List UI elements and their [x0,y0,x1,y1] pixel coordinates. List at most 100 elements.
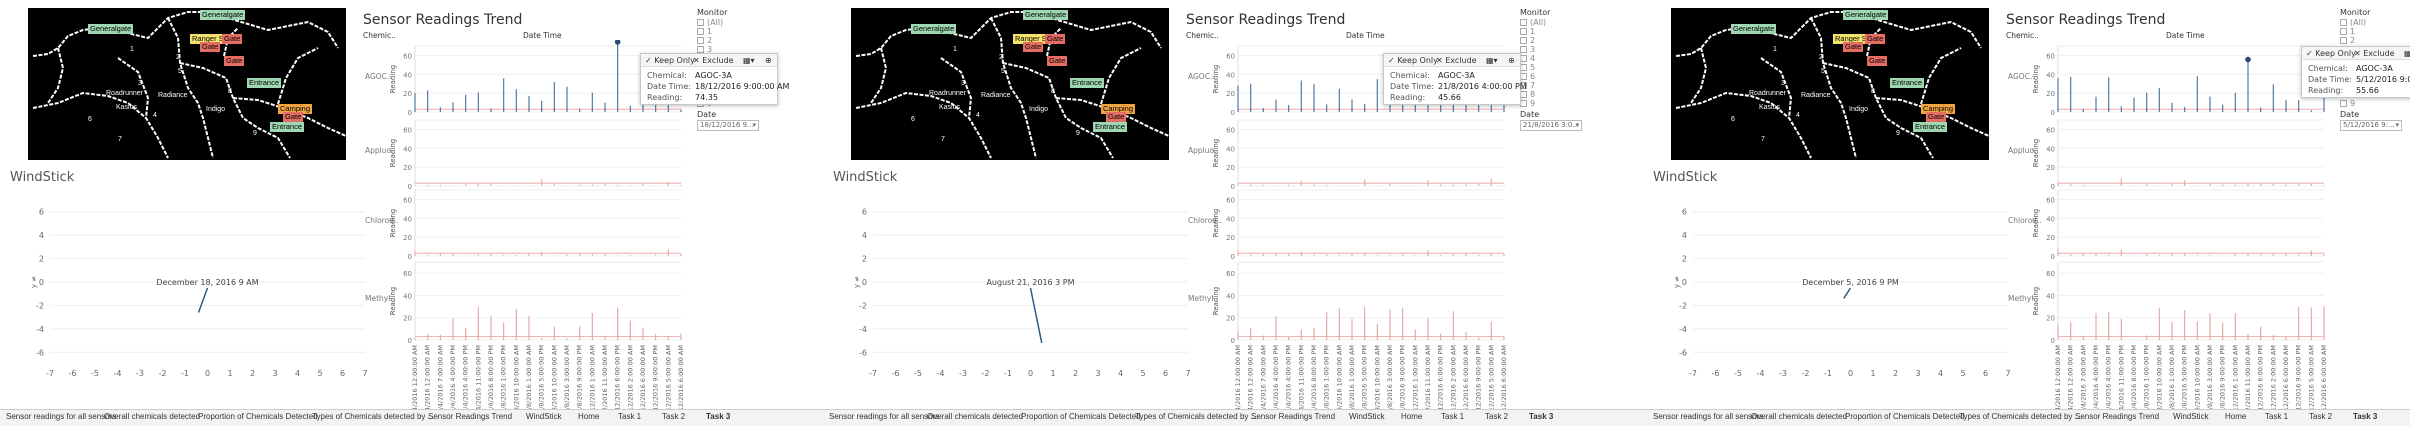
checkbox[interactable] [1520,55,1527,62]
map-sensor-marker[interactable]: 4 [976,112,980,119]
map-sensor-marker[interactable]: 8 [1051,88,1055,95]
sheet-tab[interactable]: Home [1401,412,1423,421]
exclude-button[interactable]: ✕ Exclude [1436,56,1477,65]
map-gate-label[interactable]: Entrance [1913,122,1948,132]
map-gate-label[interactable]: Gate [283,112,304,122]
monitor-filter-item[interactable]: (All) [1520,18,1546,27]
map-sensor-marker[interactable]: 5 [178,68,182,75]
sheet-tab[interactable]: Task 3 [2353,412,2378,421]
monitor-filter-item[interactable]: 1 [697,27,712,36]
checkbox[interactable] [697,28,704,35]
map-gate-label[interactable]: Generalgate [1023,10,1069,20]
sheet-tab[interactable]: Sensor Readings Trend [2075,412,2160,421]
monitor-filter-item[interactable]: 8 [1520,90,1535,99]
map-gate-label[interactable]: Camping [1101,104,1136,114]
map-sensor-marker[interactable]: 9 [1076,130,1080,137]
sheet-tab[interactable]: Task 2 [2309,412,2333,421]
map-gate-label[interactable]: Entrance [247,78,282,88]
sheet-tab[interactable]: WindStick [2173,412,2209,421]
map-gate-label[interactable]: Gate [1106,112,1127,122]
tooltip-more-icon[interactable]: ⊕ [765,56,772,65]
monitor-filter-item[interactable]: 9 [1520,99,1535,108]
map-gate-label[interactable]: Gate [1926,112,1947,122]
tooltip-grid-icon[interactable]: ▦▾ [1486,56,1498,65]
monitor-filter-item[interactable]: 6 [1520,72,1535,81]
map-gate-label[interactable]: Generalgate [911,24,957,34]
sheet-tab[interactable]: WindStick [526,412,562,421]
map-gate-label[interactable]: Ranger Stop [190,34,237,44]
map-gate-label[interactable]: Gate [1865,34,1886,44]
monitor-filter-item[interactable]: 2 [2340,36,2355,45]
keep-only-button[interactable]: ✓ Keep Only [645,56,695,65]
tooltip-grid-icon[interactable]: ▦▾ [2404,49,2410,58]
sheet-tab[interactable]: Proportion of Chemicals Detected [198,412,318,421]
checkbox[interactable] [2340,100,2347,107]
wind-stick[interactable] [197,287,209,313]
map-gate-label[interactable]: Gate [1045,34,1066,44]
map-gate-label[interactable]: Entrance [1070,78,1105,88]
monitor-filter-item[interactable]: 3 [1520,45,1535,54]
windstick-chart[interactable]: 6 4 2 0 -2 -4 -6 -7 -6 -5 -4 -3 -2 -1 0 1 2 3 4 5 6 7 y ≠ x ≠ De… [1643,192,2013,380]
sheet-tab[interactable]: Home [2225,412,2247,421]
map-gate-label[interactable]: Gate [1843,42,1864,52]
map-gate-label[interactable]: Gate [1867,56,1888,66]
map-sensor-marker[interactable]: 7 [941,136,945,143]
site-map[interactable]: Generalgate Generalgate Ranger Stop Gate Gat… [28,8,346,160]
sheet-tab[interactable]: Types of Chemicals detected by ... [312,412,435,421]
sheet-tab[interactable]: Overall chemicals detected [104,412,201,421]
keep-only-button[interactable]: ✓ Keep Only [1388,56,1438,65]
sheet-tab[interactable]: Task 3 [1529,412,1554,421]
map-sensor-marker[interactable]: 7 [1761,136,1765,143]
map-gate-label[interactable]: Generalgate [88,24,134,34]
map-sensor-marker[interactable]: 2 [1819,54,1823,61]
sheet-tab[interactable]: Types of Chemicals detected by ... [1959,412,2082,421]
sheet-tab[interactable]: Task 2 [1485,412,1509,421]
map-sensor-marker[interactable]: 6 [911,116,915,123]
trend-chart[interactable]: 6040200AGOC..Reading6040200Appluo..Readi… [1186,40,1506,415]
monitor-filter-item[interactable]: 3 [697,45,712,54]
map-gate-label[interactable]: Generalgate [1731,24,1777,34]
map-sensor-marker[interactable]: 2 [999,54,1003,61]
monitor-filter-item[interactable]: 1 [1520,27,1535,36]
map-sensor-marker[interactable]: 6 [88,116,92,123]
checkbox[interactable] [1520,64,1527,71]
map-sensor-marker[interactable]: 2 [176,54,180,61]
checkbox[interactable] [1520,91,1527,98]
monitor-filter-item[interactable]: 2 [697,36,712,45]
map-sensor-marker[interactable]: 3 [961,80,965,87]
checkbox[interactable] [1520,19,1527,26]
map-sensor-marker[interactable]: 4 [1796,112,1800,119]
windstick-chart[interactable]: 6 4 2 0 -2 -4 -6 -7 -6 -5 -4 -3 -2 -1 0 1 2 3 4 5 6 7 y ≠ x ≠ Au… [823,192,1193,380]
date-dropdown[interactable]: 18/12/2016 9... [697,120,759,131]
map-sensor-marker[interactable]: 5 [1001,68,1005,75]
map-gate-label[interactable]: Gate [200,42,221,52]
map-sensor-marker[interactable]: 6 [1731,116,1735,123]
map-sensor-marker[interactable]: 8 [1871,88,1875,95]
tooltip-grid-icon[interactable]: ▦▾ [743,56,755,65]
map-gate-label[interactable]: Gate [224,56,245,66]
keep-only-button[interactable]: ✓ Keep Only [2306,49,2356,58]
checkbox[interactable] [1520,28,1527,35]
sheet-tab[interactable]: Types of Chemicals detected by ... [1135,412,1258,421]
map-sensor-marker[interactable]: 9 [1896,130,1900,137]
map-gate-label[interactable]: Generalgate [200,10,246,20]
map-gate-label[interactable]: Gate [222,34,243,44]
map-sensor-marker[interactable]: 3 [1781,80,1785,87]
windstick-chart[interactable]: 6 4 2 0 -2 -4 -6 -7 -6 -5 -4 -3 -2 -1 0 1 2 3 4 5 6 7 y ≠ x ≠ De… [0,192,370,380]
selected-point[interactable] [614,40,621,45]
map-gate-label[interactable]: Camping [278,104,313,114]
selected-point[interactable] [2245,56,2251,63]
sheet-tab[interactable]: Task 1 [1441,412,1465,421]
checkbox[interactable] [1520,46,1527,53]
map-gate-label[interactable]: Gate [1047,56,1068,66]
sheet-tab[interactable]: Task 2 [662,412,686,421]
sheet-tab[interactable]: Task 3 [706,412,731,421]
checkbox[interactable] [1520,37,1527,44]
wind-stick[interactable] [1843,287,1852,299]
checkbox[interactable] [2340,37,2347,44]
sheet-tab[interactable]: WindStick [1349,412,1385,421]
site-map[interactable]: Generalgate Generalgate Ranger Stop Gate Gat… [851,8,1169,160]
sheet-tab[interactable]: Proportion of Chemicals Detected [1021,412,1141,421]
date-dropdown[interactable]: 5/12/2016 9:... [2340,120,2402,131]
monitor-filter-item[interactable]: (All) [697,18,723,27]
